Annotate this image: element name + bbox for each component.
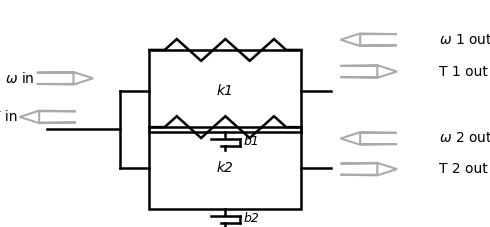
Text: b2: b2	[244, 212, 260, 225]
Polygon shape	[37, 72, 93, 84]
Text: k1: k1	[217, 84, 234, 98]
Text: $\omega$ in: $\omega$ in	[5, 71, 34, 86]
Text: k2: k2	[217, 161, 234, 175]
Polygon shape	[341, 33, 397, 46]
Polygon shape	[341, 65, 397, 78]
Text: $\omega$ 1 out: $\omega$ 1 out	[439, 33, 490, 47]
Polygon shape	[341, 163, 397, 175]
Text: T in: T in	[0, 110, 17, 124]
Polygon shape	[20, 111, 76, 123]
Text: $\omega$ 2 out: $\omega$ 2 out	[439, 131, 490, 146]
Polygon shape	[341, 132, 397, 145]
Text: T 2 out: T 2 out	[439, 162, 487, 176]
Text: b1: b1	[244, 135, 260, 148]
Text: T 1 out: T 1 out	[439, 64, 488, 79]
